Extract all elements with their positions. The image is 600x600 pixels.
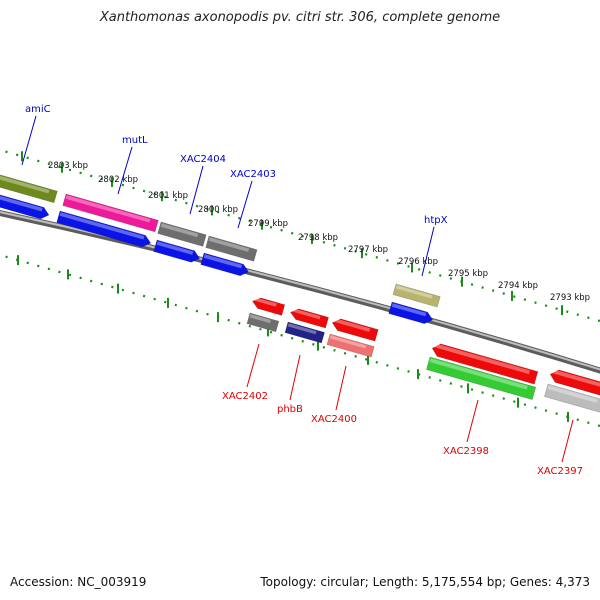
- gene-red-4-highlight: [433, 343, 530, 375]
- scale-label: 2794 kbp: [498, 281, 538, 291]
- scale-label: 2799 kbp: [248, 219, 288, 229]
- gene-phbB-shape: [284, 321, 325, 344]
- genome-backbone-highlight: [0, 211, 600, 371]
- gene-blue-3-highlight: [156, 241, 194, 255]
- gene-label[interactable]: mutL: [122, 135, 148, 146]
- gene-XAC2403-highlight: [208, 237, 250, 252]
- gene-XAC2400-highlight: [329, 335, 367, 349]
- gene-mutL[interactable]: [62, 193, 159, 233]
- upper-tick-track: [0, 148, 600, 323]
- gene-XAC2402-highlight: [249, 314, 271, 324]
- gene-blue-2-highlight: [59, 212, 145, 240]
- gene-htpX[interactable]: [392, 283, 441, 308]
- gene-blue-3[interactable]: [153, 239, 202, 264]
- gene-blue-2[interactable]: [56, 210, 153, 249]
- gene-XAC2398-shape: [426, 356, 537, 401]
- gene-label-leader: [21, 115, 37, 166]
- gene-red-1-highlight: [253, 297, 277, 307]
- gene-red-1[interactable]: [251, 296, 286, 316]
- gene-label[interactable]: amiC: [25, 104, 51, 115]
- gene-htpX-shape: [392, 283, 441, 308]
- gene-label-leader: [237, 180, 253, 229]
- gene-blue-4-highlight: [203, 254, 243, 269]
- gene-label-leader: [561, 419, 574, 463]
- gene-label[interactable]: htpX: [424, 215, 448, 226]
- gene-blue-2-shape: [56, 210, 152, 248]
- scale-label: 2796 kbp: [398, 257, 438, 267]
- gene-label-leader: [246, 343, 260, 388]
- gene-red-3-shape: [331, 318, 379, 342]
- gene-label[interactable]: XAC2400: [311, 414, 357, 425]
- gene-htpX-highlight: [395, 285, 433, 299]
- gene-XAC2398[interactable]: [426, 356, 537, 401]
- scale-label: 2793 kbp: [550, 293, 590, 303]
- gene-XAC2404-shape: [157, 221, 207, 247]
- gene-label[interactable]: XAC2397: [537, 466, 583, 477]
- gene-XAC2403[interactable]: [205, 235, 258, 262]
- gene-amiC-highlight: [0, 173, 50, 194]
- gene-blue-1-shape: [0, 191, 50, 220]
- scale-label: 2798 kbp: [298, 233, 338, 243]
- gene-XAC2402[interactable]: [246, 312, 280, 333]
- gene-XAC2404[interactable]: [157, 221, 207, 247]
- gene-phbB-highlight: [287, 323, 317, 335]
- gene-blue-5-shape: [388, 301, 434, 325]
- gene-red-2-highlight: [291, 308, 321, 320]
- gene-red-4-shape: [431, 343, 539, 385]
- gene-red-5-highlight: [551, 369, 600, 387]
- gene-label[interactable]: phbB: [277, 404, 303, 415]
- gene-label-leader: [335, 365, 347, 411]
- gene-XAC2404-highlight: [160, 223, 199, 238]
- scale-label: 2802 kbp: [98, 175, 138, 185]
- gene-blue-4[interactable]: [200, 252, 250, 278]
- gene-XAC2398-highlight: [429, 358, 528, 390]
- scale-label: 2797 kbp: [348, 245, 388, 255]
- gene-red-5-shape: [549, 369, 600, 398]
- gene-XAC2403-shape: [205, 235, 258, 262]
- gene-red-3[interactable]: [331, 317, 379, 342]
- gene-label-leader: [189, 165, 204, 215]
- gene-XAC2400[interactable]: [326, 333, 375, 358]
- gene-XAC2402-shape: [246, 312, 280, 333]
- scale-label: 2801 kbp: [148, 191, 188, 201]
- gene-label[interactable]: XAC2404: [180, 154, 226, 165]
- gene-XAC2400-shape: [326, 333, 375, 358]
- gene-amiC[interactable]: [0, 171, 58, 204]
- gene-blue-5[interactable]: [388, 301, 435, 326]
- gene-XAC2397-highlight: [547, 385, 598, 403]
- scale-label: 2800 kbp: [198, 205, 238, 215]
- gene-blue-3-shape: [153, 239, 201, 263]
- gene-label[interactable]: XAC2398: [443, 446, 489, 457]
- gene-red-5[interactable]: [548, 368, 600, 398]
- map-title: Xanthomonas axonopodis pv. citri str. 30…: [99, 10, 501, 25]
- gene-blue-1-highlight: [0, 193, 43, 212]
- gene-red-1-shape: [252, 297, 286, 316]
- gene-blue-5-highlight: [391, 303, 427, 317]
- accession-label: Accession: NC_003919: [10, 575, 147, 589]
- gene-red-2[interactable]: [289, 307, 329, 329]
- gene-label-leader: [289, 354, 301, 401]
- gene-red-3-highlight: [333, 318, 371, 332]
- scale-label: 2795 kbp: [448, 269, 488, 279]
- gene-mutL-shape: [62, 193, 159, 233]
- gene-label-leader: [421, 226, 435, 277]
- gene-XAC2397[interactable]: [544, 383, 600, 414]
- scale-label: 2803 kbp: [48, 161, 88, 171]
- gene-mutL-highlight: [65, 195, 151, 223]
- gene-label-leader: [117, 146, 133, 195]
- gene-blue-1[interactable]: [0, 191, 51, 221]
- gene-phbB[interactable]: [284, 321, 325, 344]
- gene-XAC2397-shape: [544, 383, 600, 414]
- gene-blue-4-shape: [200, 252, 249, 277]
- gene-label[interactable]: XAC2403: [230, 169, 276, 180]
- gene-label[interactable]: XAC2402: [222, 391, 268, 402]
- gene-red-4[interactable]: [430, 342, 539, 385]
- lower-tick-track: [0, 253, 600, 428]
- topology-label: Topology: circular; Length: 5,175,554 bp…: [260, 575, 590, 589]
- gene-label-leader: [466, 399, 479, 443]
- gene-amiC-shape: [0, 171, 58, 204]
- gene-red-2-shape: [290, 308, 329, 329]
